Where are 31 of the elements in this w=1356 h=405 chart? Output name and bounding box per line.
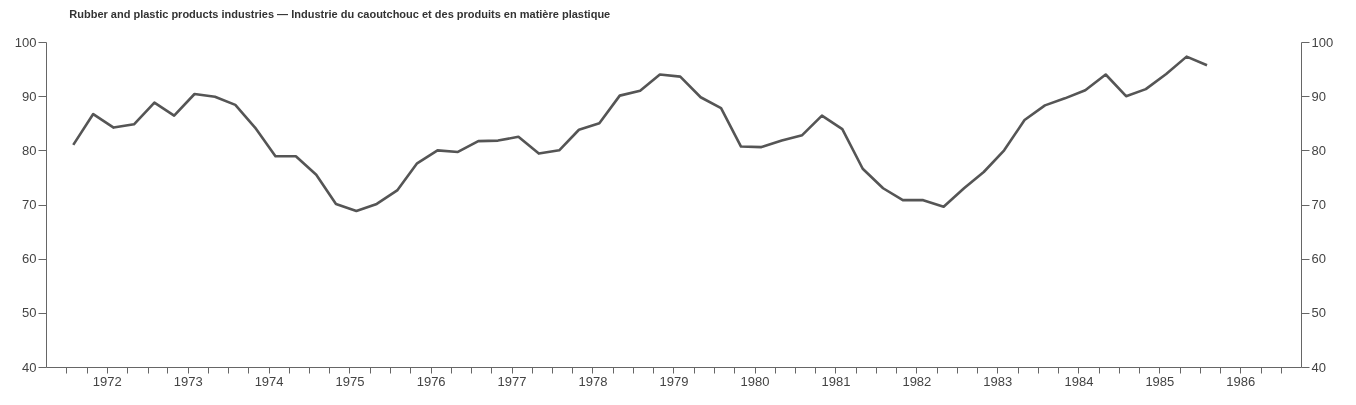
x-tick-label: 1979 — [659, 373, 689, 389]
y2-tick-label: 80 — [1311, 142, 1326, 158]
x-tick-label: 1974 — [254, 373, 284, 389]
x-tick-label: 1986 — [1226, 373, 1256, 389]
y-tick-label: 60 — [22, 251, 37, 267]
y-tick-label: 40 — [22, 359, 37, 375]
y-tick-label: 90 — [22, 88, 37, 104]
chart-title: Rubber and plastic products industries — Industrie du caoutchouc et des produits en matière plastique — [69, 8, 611, 20]
y2-tick-label: 40 — [1311, 359, 1326, 375]
x-tick-label: 1985 — [1145, 373, 1175, 389]
x-tick-label: 1982 — [902, 373, 932, 389]
x-tick-label: 1978 — [578, 373, 608, 389]
x-tick-label: 1972 — [92, 373, 122, 389]
x-tick-label: 1973 — [173, 373, 203, 389]
y2-tick-label: 60 — [1311, 251, 1326, 267]
x-tick-label: 1983 — [983, 373, 1013, 389]
x-tick-label: 1984 — [1064, 373, 1094, 389]
line-series — [71, 55, 1209, 213]
y-tick-label: 70 — [22, 197, 37, 212]
y-tick-label: 50 — [22, 305, 37, 321]
y2-tick-label: 70 — [1311, 197, 1326, 212]
y2-tick-label: 50 — [1311, 305, 1326, 321]
y2-tick-label: 100 — [1311, 34, 1334, 50]
x-tick-label: 1980 — [740, 373, 770, 389]
x-tick-label: 1981 — [821, 373, 851, 389]
x-tick-label: 1976 — [416, 373, 446, 389]
y-tick-label: 100 — [14, 34, 37, 50]
x-tick-label: 1977 — [497, 373, 527, 389]
x-tick-label: 1975 — [335, 373, 365, 389]
y-tick-label: 80 — [22, 142, 37, 158]
y2-tick-label: 90 — [1311, 88, 1326, 104]
